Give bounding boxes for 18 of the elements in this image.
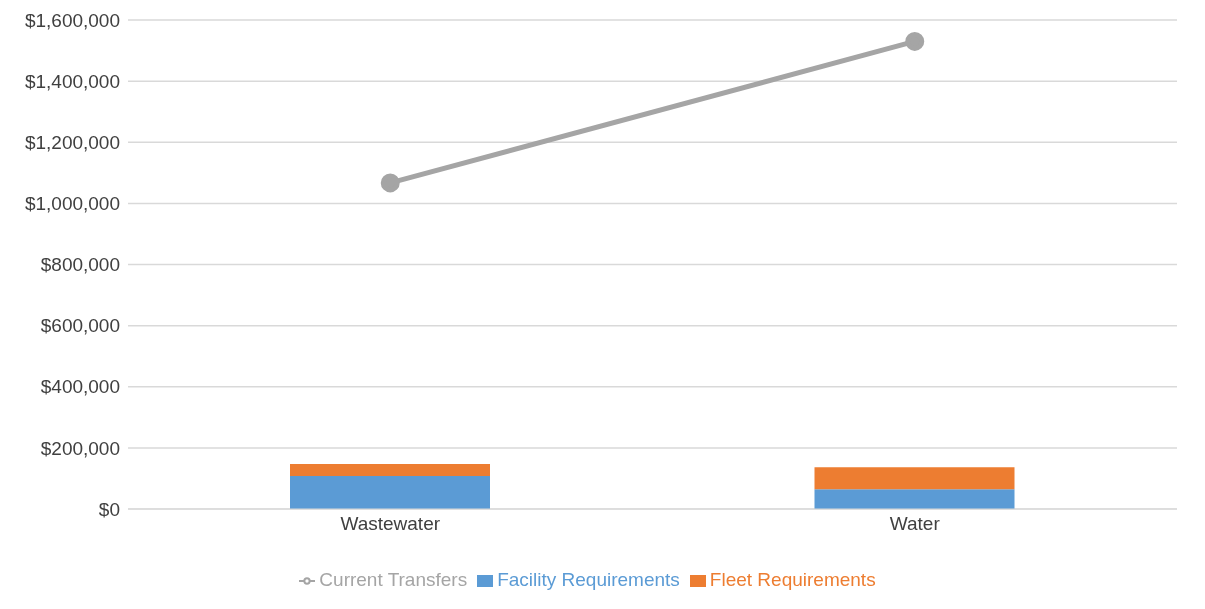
y-tick-label: $200,000 [40,437,120,459]
y-tick-label: $400,000 [40,376,120,398]
x-tick-label: Water [889,513,941,535]
bar [290,464,490,476]
y-tick-label: $1,600,000 [24,9,120,31]
y-tick-label: $1,000,000 [24,193,120,215]
y-tick-label: $1,400,000 [24,70,120,92]
bar [290,475,490,509]
bar [814,467,1015,490]
y-tick-label: $800,000 [40,254,120,276]
legend-label: Fleet Requirements [709,569,876,590]
x-tick-label: Wastewater [340,513,441,535]
y-tick-label: $1,200,000 [24,131,120,153]
legend-label: Current Transfers [319,569,468,590]
y-tick-label: $600,000 [40,315,120,337]
legend-label: Facility Requirements [497,569,680,590]
y-tick-label: $0 [98,498,120,520]
bar [814,489,1015,509]
